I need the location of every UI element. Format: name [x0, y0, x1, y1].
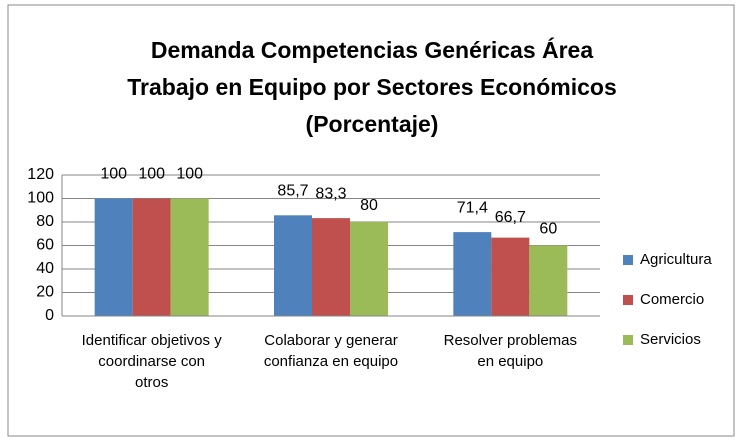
- bar: [94, 198, 133, 316]
- chart-title: Demanda Competencias Genéricas Área: [151, 36, 594, 63]
- chart-title: Trabajo en Equipo por Sectores Económico…: [127, 74, 617, 100]
- y-tick-label: 20: [36, 284, 54, 301]
- bar: [350, 222, 388, 316]
- data-label: 66,7: [495, 209, 526, 226]
- bar: [274, 215, 312, 316]
- legend-swatch: [623, 335, 633, 345]
- bar: [453, 232, 492, 316]
- legend-label: Comercio: [640, 291, 704, 308]
- bar: [170, 198, 209, 316]
- y-tick-label: 0: [45, 307, 54, 324]
- data-label: 60: [539, 221, 557, 238]
- data-label: 100: [100, 166, 127, 183]
- data-label: 100: [176, 166, 203, 183]
- bar: [132, 198, 171, 316]
- legend-swatch: [623, 295, 633, 305]
- y-tick-label: 60: [36, 237, 54, 254]
- legend-label: Agricultura: [640, 251, 712, 268]
- data-label: 83,3: [315, 185, 346, 202]
- legend-label: Servicios: [640, 331, 701, 348]
- data-label: 71,4: [457, 199, 488, 216]
- y-tick-label: 100: [27, 190, 54, 207]
- data-label: 85,7: [277, 183, 308, 200]
- bar: [312, 218, 350, 316]
- bar: [491, 237, 530, 316]
- y-tick-label: 120: [27, 166, 54, 183]
- y-tick-label: 40: [36, 260, 54, 277]
- data-label: 100: [138, 166, 165, 183]
- y-tick-label: 80: [36, 213, 54, 230]
- x-tick-label: Colaborar y generar confianza en equipo: [263, 332, 399, 370]
- data-label: 80: [360, 197, 378, 214]
- bar: [529, 245, 568, 316]
- x-tick-label: Resolver problemas en equipo: [443, 332, 578, 370]
- chart-title: (Porcentaje): [306, 111, 439, 137]
- x-tick-label: Identificar objetivos y coordinarse con …: [81, 332, 222, 391]
- legend-swatch: [623, 255, 633, 265]
